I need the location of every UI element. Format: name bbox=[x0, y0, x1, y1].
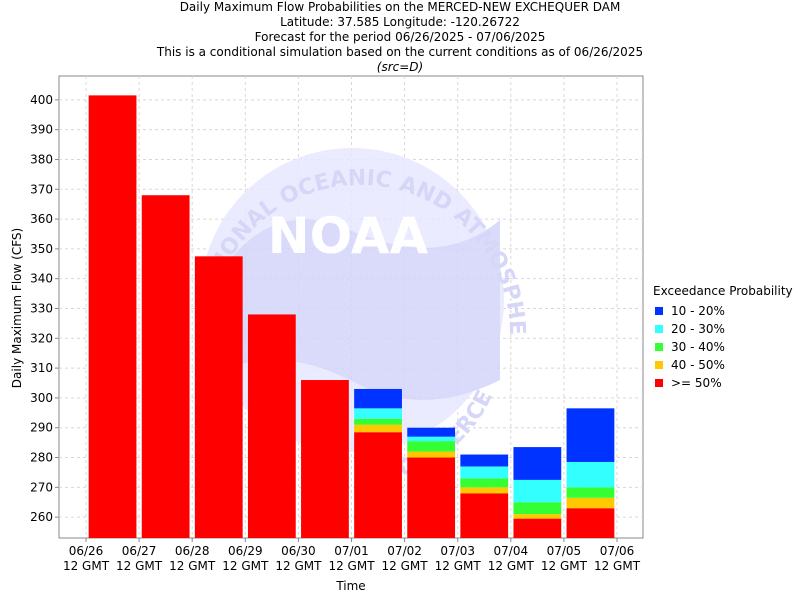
legend-label: 10 - 20% bbox=[671, 304, 725, 318]
legend-item: 30 - 40% bbox=[650, 338, 793, 356]
legend-item: 10 - 20% bbox=[650, 302, 793, 320]
bar-segment bbox=[88, 95, 137, 538]
legend-swatch bbox=[655, 361, 663, 369]
chart-condition-note: This is a conditional simulation based o… bbox=[156, 45, 644, 59]
y-tick-label: 360 bbox=[30, 212, 53, 226]
x-tick-label-date: 07/04 bbox=[494, 544, 529, 558]
chart-period: Forecast for the period 06/26/2025 - 07/… bbox=[254, 30, 546, 44]
legend-item: >= 50% bbox=[650, 374, 793, 392]
bar-segment bbox=[407, 436, 456, 442]
bar-segment bbox=[247, 314, 296, 538]
x-tick-label-date: 07/06 bbox=[600, 544, 635, 558]
y-tick-label: 310 bbox=[30, 361, 53, 375]
x-tick-label-time: 12 GMT bbox=[382, 559, 429, 573]
noaa-watermark-logo-text: NOAA bbox=[268, 207, 429, 265]
y-tick-label: 380 bbox=[30, 152, 53, 166]
bar-segment bbox=[141, 195, 190, 538]
x-tick-label-date: 06/27 bbox=[122, 544, 157, 558]
y-tick-label: 280 bbox=[30, 451, 53, 465]
legend-swatch bbox=[655, 325, 663, 333]
x-tick-label-time: 12 GMT bbox=[222, 559, 269, 573]
bar-segment bbox=[407, 457, 456, 538]
bar-segment bbox=[407, 427, 456, 437]
bar-segment bbox=[513, 502, 562, 515]
legend-label: 20 - 30% bbox=[671, 322, 725, 336]
bars bbox=[88, 95, 615, 538]
bar-segment bbox=[354, 388, 402, 409]
legend-swatch bbox=[655, 343, 663, 351]
legend-item: 40 - 50% bbox=[650, 356, 793, 374]
bar-segment bbox=[513, 518, 562, 538]
y-tick-label: 340 bbox=[30, 272, 53, 286]
x-tick-label-time: 12 GMT bbox=[594, 559, 641, 573]
x-tick-label-date: 07/03 bbox=[440, 544, 475, 558]
bar-segment bbox=[566, 487, 615, 498]
bar-segment bbox=[513, 479, 562, 503]
bar-segment bbox=[407, 451, 456, 458]
legend-items: 10 - 20% 20 - 30% 30 - 40% 40 - 50% >= 50% bbox=[650, 302, 793, 392]
axes: 260 270 280 290 300 310 320 330 340 350 360 370 380 3… bbox=[30, 93, 641, 573]
bar-segment bbox=[460, 493, 509, 538]
bar-segment bbox=[354, 424, 402, 433]
x-tick-label-date: 06/29 bbox=[228, 544, 263, 558]
bar-segment bbox=[407, 441, 456, 452]
legend-swatch bbox=[655, 379, 663, 387]
x-tick-label-time: 12 GMT bbox=[63, 559, 110, 573]
bar-segment bbox=[194, 256, 243, 538]
y-tick-label: 370 bbox=[30, 182, 53, 196]
bar-segment bbox=[513, 447, 562, 480]
chart-titles: Daily Maximum Flow Probabilities on the … bbox=[0, 0, 800, 75]
x-tick-label-date: 07/01 bbox=[334, 544, 369, 558]
bar-segment bbox=[354, 408, 402, 419]
legend-swatch bbox=[655, 307, 663, 315]
x-tick-label-date: 06/30 bbox=[281, 544, 316, 558]
y-tick-label: 330 bbox=[30, 301, 53, 315]
x-tick-label-time: 12 GMT bbox=[116, 559, 163, 573]
bar-segment bbox=[354, 432, 402, 538]
bar-segment bbox=[460, 487, 509, 494]
x-tick-label-date: 07/02 bbox=[387, 544, 422, 558]
legend-label: >= 50% bbox=[671, 376, 722, 390]
bar-segment bbox=[566, 497, 615, 509]
bar-segment bbox=[354, 418, 402, 425]
x-tick-label-time: 12 GMT bbox=[169, 559, 216, 573]
y-tick-label: 320 bbox=[30, 331, 53, 345]
bar-segment bbox=[513, 514, 562, 519]
chart-src-note: (src=D) bbox=[376, 60, 424, 74]
y-axis-label: Daily Maximum Flow (CFS) bbox=[10, 228, 24, 388]
x-tick-label-time: 12 GMT bbox=[541, 559, 588, 573]
bar-segment bbox=[460, 466, 509, 479]
y-tick-label: 270 bbox=[30, 480, 53, 494]
x-tick-label-time: 12 GMT bbox=[488, 559, 535, 573]
legend-title: Exceedance Probability bbox=[653, 284, 793, 298]
chart-location: Latitude: 37.585 Longitude: -120.26722 bbox=[280, 15, 520, 29]
bar-segment bbox=[460, 454, 509, 467]
bar-segment bbox=[566, 461, 615, 488]
y-tick-label: 260 bbox=[30, 510, 53, 524]
x-tick-label-time: 12 GMT bbox=[275, 559, 322, 573]
bar-segment bbox=[566, 408, 615, 462]
bar-segment bbox=[301, 380, 349, 538]
bar-segment bbox=[460, 478, 509, 488]
x-tick-label-date: 07/05 bbox=[547, 544, 582, 558]
chart-title: Daily Maximum Flow Probabilities on the … bbox=[179, 0, 621, 14]
y-tick-label: 300 bbox=[30, 391, 53, 405]
y-tick-label: 290 bbox=[30, 421, 53, 435]
x-tick-label-time: 12 GMT bbox=[435, 559, 482, 573]
legend-label: 30 - 40% bbox=[671, 340, 725, 354]
legend: Exceedance Probability 10 - 20% 20 - 30% 3… bbox=[650, 284, 793, 392]
x-tick-label-date: 06/28 bbox=[175, 544, 210, 558]
bar-segment bbox=[566, 508, 615, 538]
legend-item: 20 - 30% bbox=[650, 320, 793, 338]
y-tick-label: 390 bbox=[30, 123, 53, 137]
y-tick-label: 400 bbox=[30, 93, 53, 107]
y-tick-label: 350 bbox=[30, 242, 53, 256]
x-tick-label-time: 12 GMT bbox=[328, 559, 375, 573]
x-tick-label-date: 06/26 bbox=[69, 544, 104, 558]
x-axis-label: Time bbox=[335, 579, 365, 593]
legend-label: 40 - 50% bbox=[671, 358, 725, 372]
